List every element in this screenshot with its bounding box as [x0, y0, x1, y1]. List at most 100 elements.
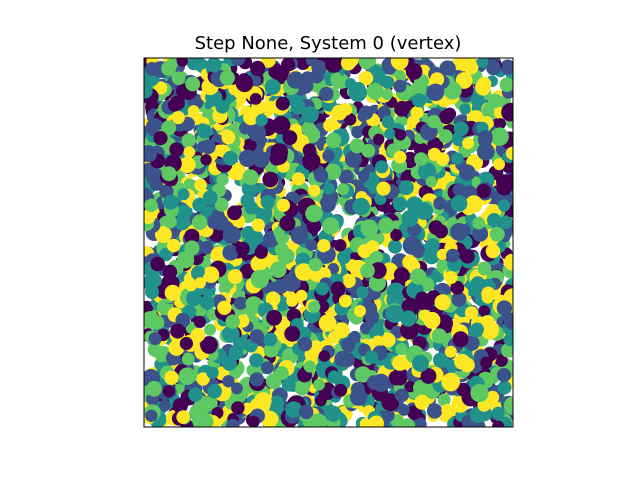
vertex-point — [390, 229, 403, 242]
vertex-point — [315, 282, 329, 296]
vertex-point — [163, 215, 177, 229]
vertex-point — [476, 184, 491, 199]
vertex-point — [318, 314, 337, 332]
vertex-point — [287, 71, 305, 89]
vertex-point — [272, 116, 291, 135]
vertex-point — [398, 180, 414, 196]
vertex-point — [495, 354, 508, 367]
vertex-point — [330, 281, 346, 297]
vertex-point — [340, 58, 356, 71]
vertex-point — [196, 413, 214, 427]
vertex-point — [358, 71, 374, 86]
vertex-point — [436, 248, 449, 261]
vertex-point — [364, 350, 379, 365]
vertex-point — [187, 105, 200, 117]
vertex-point — [240, 193, 255, 208]
vertex-point — [204, 323, 216, 336]
vertex-point — [438, 129, 453, 144]
vertex-point — [161, 60, 177, 76]
vertex-point — [425, 238, 440, 253]
vertex-point — [493, 158, 505, 171]
vertex-point — [194, 178, 207, 192]
vertex-point — [453, 121, 469, 137]
vertex-point — [499, 59, 513, 75]
vertex-point — [249, 372, 264, 387]
vertex-point — [505, 146, 513, 160]
vertex-point — [477, 76, 492, 92]
vertex-point — [333, 239, 347, 252]
vertex-point — [313, 378, 325, 391]
vertex-point — [305, 58, 318, 67]
vertex-point — [159, 247, 173, 262]
vertex-point — [368, 274, 386, 292]
vertex-point — [161, 166, 177, 182]
vertex-point — [333, 322, 350, 339]
vertex-point — [423, 311, 441, 329]
vertex-point — [163, 194, 179, 210]
vertex-point — [286, 295, 298, 307]
vertex-point — [222, 225, 241, 244]
vertex-point — [478, 305, 491, 317]
vertex-point — [373, 133, 385, 145]
vertex-point — [200, 336, 218, 354]
vertex-point — [450, 280, 465, 295]
vertex-point — [480, 356, 493, 369]
vertex-point — [399, 418, 416, 427]
vertex-point — [281, 58, 296, 72]
vertex-point — [450, 223, 468, 241]
vertex-point — [303, 360, 316, 373]
vertex-point — [301, 121, 316, 136]
vertex-point — [349, 138, 365, 154]
vertex-point — [239, 263, 256, 279]
vertex-point — [227, 205, 242, 221]
vertex-point — [427, 147, 442, 161]
vertex-point — [192, 197, 207, 213]
vertex-point — [250, 255, 268, 273]
vertex-point — [222, 150, 238, 166]
vertex-point — [243, 138, 257, 152]
vertex-point — [433, 352, 449, 368]
vertex-point — [159, 399, 171, 412]
vertex-point — [183, 178, 196, 191]
vertex-point — [254, 392, 272, 410]
vertex-point — [231, 382, 243, 395]
vertex-point — [144, 300, 154, 314]
vertex-point — [181, 352, 195, 366]
vertex-point — [430, 72, 445, 87]
vertex-point — [450, 195, 468, 212]
vertex-point — [459, 164, 476, 181]
vertex-point — [390, 58, 409, 70]
vertex-point — [325, 405, 342, 422]
vertex-point — [455, 72, 473, 89]
vertex-point — [498, 199, 511, 212]
vertex-point — [414, 152, 428, 167]
vertex-point — [175, 204, 192, 221]
vertex-point — [206, 58, 222, 73]
vertex-point — [263, 332, 278, 347]
vertex-point — [360, 263, 375, 279]
vertex-point — [476, 58, 489, 68]
vertex-point — [261, 58, 276, 68]
vertex-point — [297, 336, 313, 352]
vertex-point — [503, 312, 513, 330]
vertex-point — [241, 225, 257, 241]
chart-title: Step None, System 0 (vertex) — [195, 33, 462, 54]
vertex-point — [496, 300, 513, 316]
vertex-point — [477, 261, 492, 276]
vertex-point — [193, 265, 205, 278]
vertex-point — [276, 198, 290, 212]
vertex-point — [394, 388, 409, 403]
vertex-point — [206, 366, 219, 379]
vertex-point — [337, 250, 351, 265]
vertex-point — [456, 382, 471, 397]
vertex-point — [415, 202, 433, 221]
vertex-point — [361, 143, 376, 158]
vertex-point — [384, 128, 396, 140]
vertex-point — [192, 214, 208, 230]
vertex-point — [358, 105, 374, 120]
vertex-point — [487, 213, 502, 228]
vertex-point — [322, 217, 340, 235]
vertex-point — [200, 139, 216, 155]
vertex-point — [250, 269, 270, 289]
vertex-point — [452, 183, 466, 197]
